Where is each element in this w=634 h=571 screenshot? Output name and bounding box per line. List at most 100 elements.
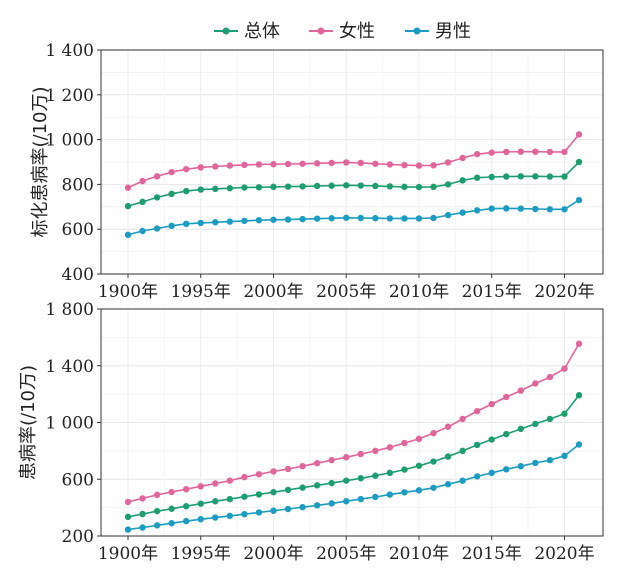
data-point <box>459 447 466 455</box>
series-line <box>127 133 580 189</box>
series-1 <box>124 340 583 506</box>
data-point <box>139 510 146 518</box>
y-axis-label: 患病率(/10万) <box>18 365 39 480</box>
data-point <box>473 407 481 415</box>
data-point <box>357 214 364 222</box>
x-tick-label: 1995年 <box>171 544 231 564</box>
data-point <box>124 184 132 191</box>
data-point <box>197 516 204 523</box>
y-tick-label: 600 <box>62 220 94 240</box>
data-point <box>197 186 204 193</box>
data-point <box>255 184 263 191</box>
data-point <box>168 505 175 512</box>
data-point <box>546 415 554 423</box>
data-point <box>284 486 292 494</box>
data-point <box>124 498 132 506</box>
data-point <box>255 217 263 224</box>
y-tick-label: 1 400 <box>45 357 94 377</box>
data-point <box>575 158 583 166</box>
data-point <box>313 482 321 489</box>
x-tick-label: 2015年 <box>462 282 522 302</box>
y-tick-label: 200 <box>62 527 94 547</box>
data-point <box>182 187 190 195</box>
data-point <box>444 181 452 188</box>
x-tick-label: 2020年 <box>534 544 594 564</box>
data-point <box>226 512 234 520</box>
data-point <box>517 173 525 180</box>
data-point <box>357 475 364 482</box>
data-point <box>532 173 539 180</box>
x-tick-label: 2010年 <box>389 544 449 564</box>
data-point <box>532 205 539 213</box>
panel-standardized-prevalence: 400 600 800 1 000 1 200 1 400 1900年 1995年 2000年 2… <box>30 41 604 302</box>
data-point <box>372 493 379 501</box>
data-point <box>226 218 234 225</box>
data-point <box>241 217 248 225</box>
data-point <box>299 484 306 491</box>
data-point <box>503 430 510 438</box>
data-point <box>488 436 495 443</box>
x-tick-label: 2010年 <box>389 282 449 302</box>
data-point <box>459 177 466 184</box>
data-point <box>226 477 234 484</box>
data-point <box>386 491 394 498</box>
data-point <box>212 514 219 521</box>
data-point <box>226 162 234 169</box>
data-point <box>357 182 364 189</box>
x-tick-label: 2005年 <box>316 282 376 302</box>
data-point <box>182 485 190 493</box>
data-point <box>473 441 481 449</box>
data-point <box>459 477 466 484</box>
data-point <box>124 513 132 521</box>
data-point <box>197 483 204 490</box>
data-point <box>343 159 350 166</box>
data-point <box>284 216 292 223</box>
data-point <box>561 452 568 460</box>
data-point <box>444 211 452 219</box>
data-point <box>139 177 146 185</box>
data-point <box>517 462 525 470</box>
data-point <box>153 173 161 180</box>
series-0 <box>124 392 583 521</box>
legend-marker <box>413 27 421 35</box>
data-point <box>182 503 190 510</box>
data-point <box>182 220 190 228</box>
x-tick-label: 2015年 <box>462 544 522 564</box>
data-point <box>517 425 525 433</box>
data-point <box>561 173 568 180</box>
data-point <box>372 160 379 167</box>
data-point <box>372 447 379 455</box>
data-point <box>473 150 481 158</box>
data-point <box>182 517 190 525</box>
data-point <box>343 477 350 484</box>
data-point <box>197 500 204 507</box>
data-point <box>124 231 132 238</box>
data-point <box>517 148 525 155</box>
data-point <box>575 196 583 204</box>
data-point <box>168 488 175 496</box>
x-tick-label: 2000年 <box>243 282 303 302</box>
data-point <box>532 148 539 155</box>
data-point <box>313 460 321 467</box>
data-point <box>241 473 248 481</box>
data-point <box>561 148 568 156</box>
data-point <box>430 162 437 169</box>
data-point <box>488 149 495 156</box>
data-point <box>139 524 146 531</box>
data-point <box>241 493 248 500</box>
data-point <box>328 159 335 167</box>
data-point <box>503 173 510 180</box>
data-point <box>430 458 437 465</box>
data-point <box>124 526 132 533</box>
data-point <box>372 182 379 190</box>
data-point <box>546 173 554 180</box>
legend-marker <box>317 27 325 35</box>
data-point <box>226 185 234 192</box>
data-point <box>182 165 190 173</box>
data-point <box>168 168 175 176</box>
series-2 <box>124 196 583 238</box>
data-point <box>415 215 423 222</box>
data-point <box>430 214 437 222</box>
data-point <box>168 520 175 527</box>
